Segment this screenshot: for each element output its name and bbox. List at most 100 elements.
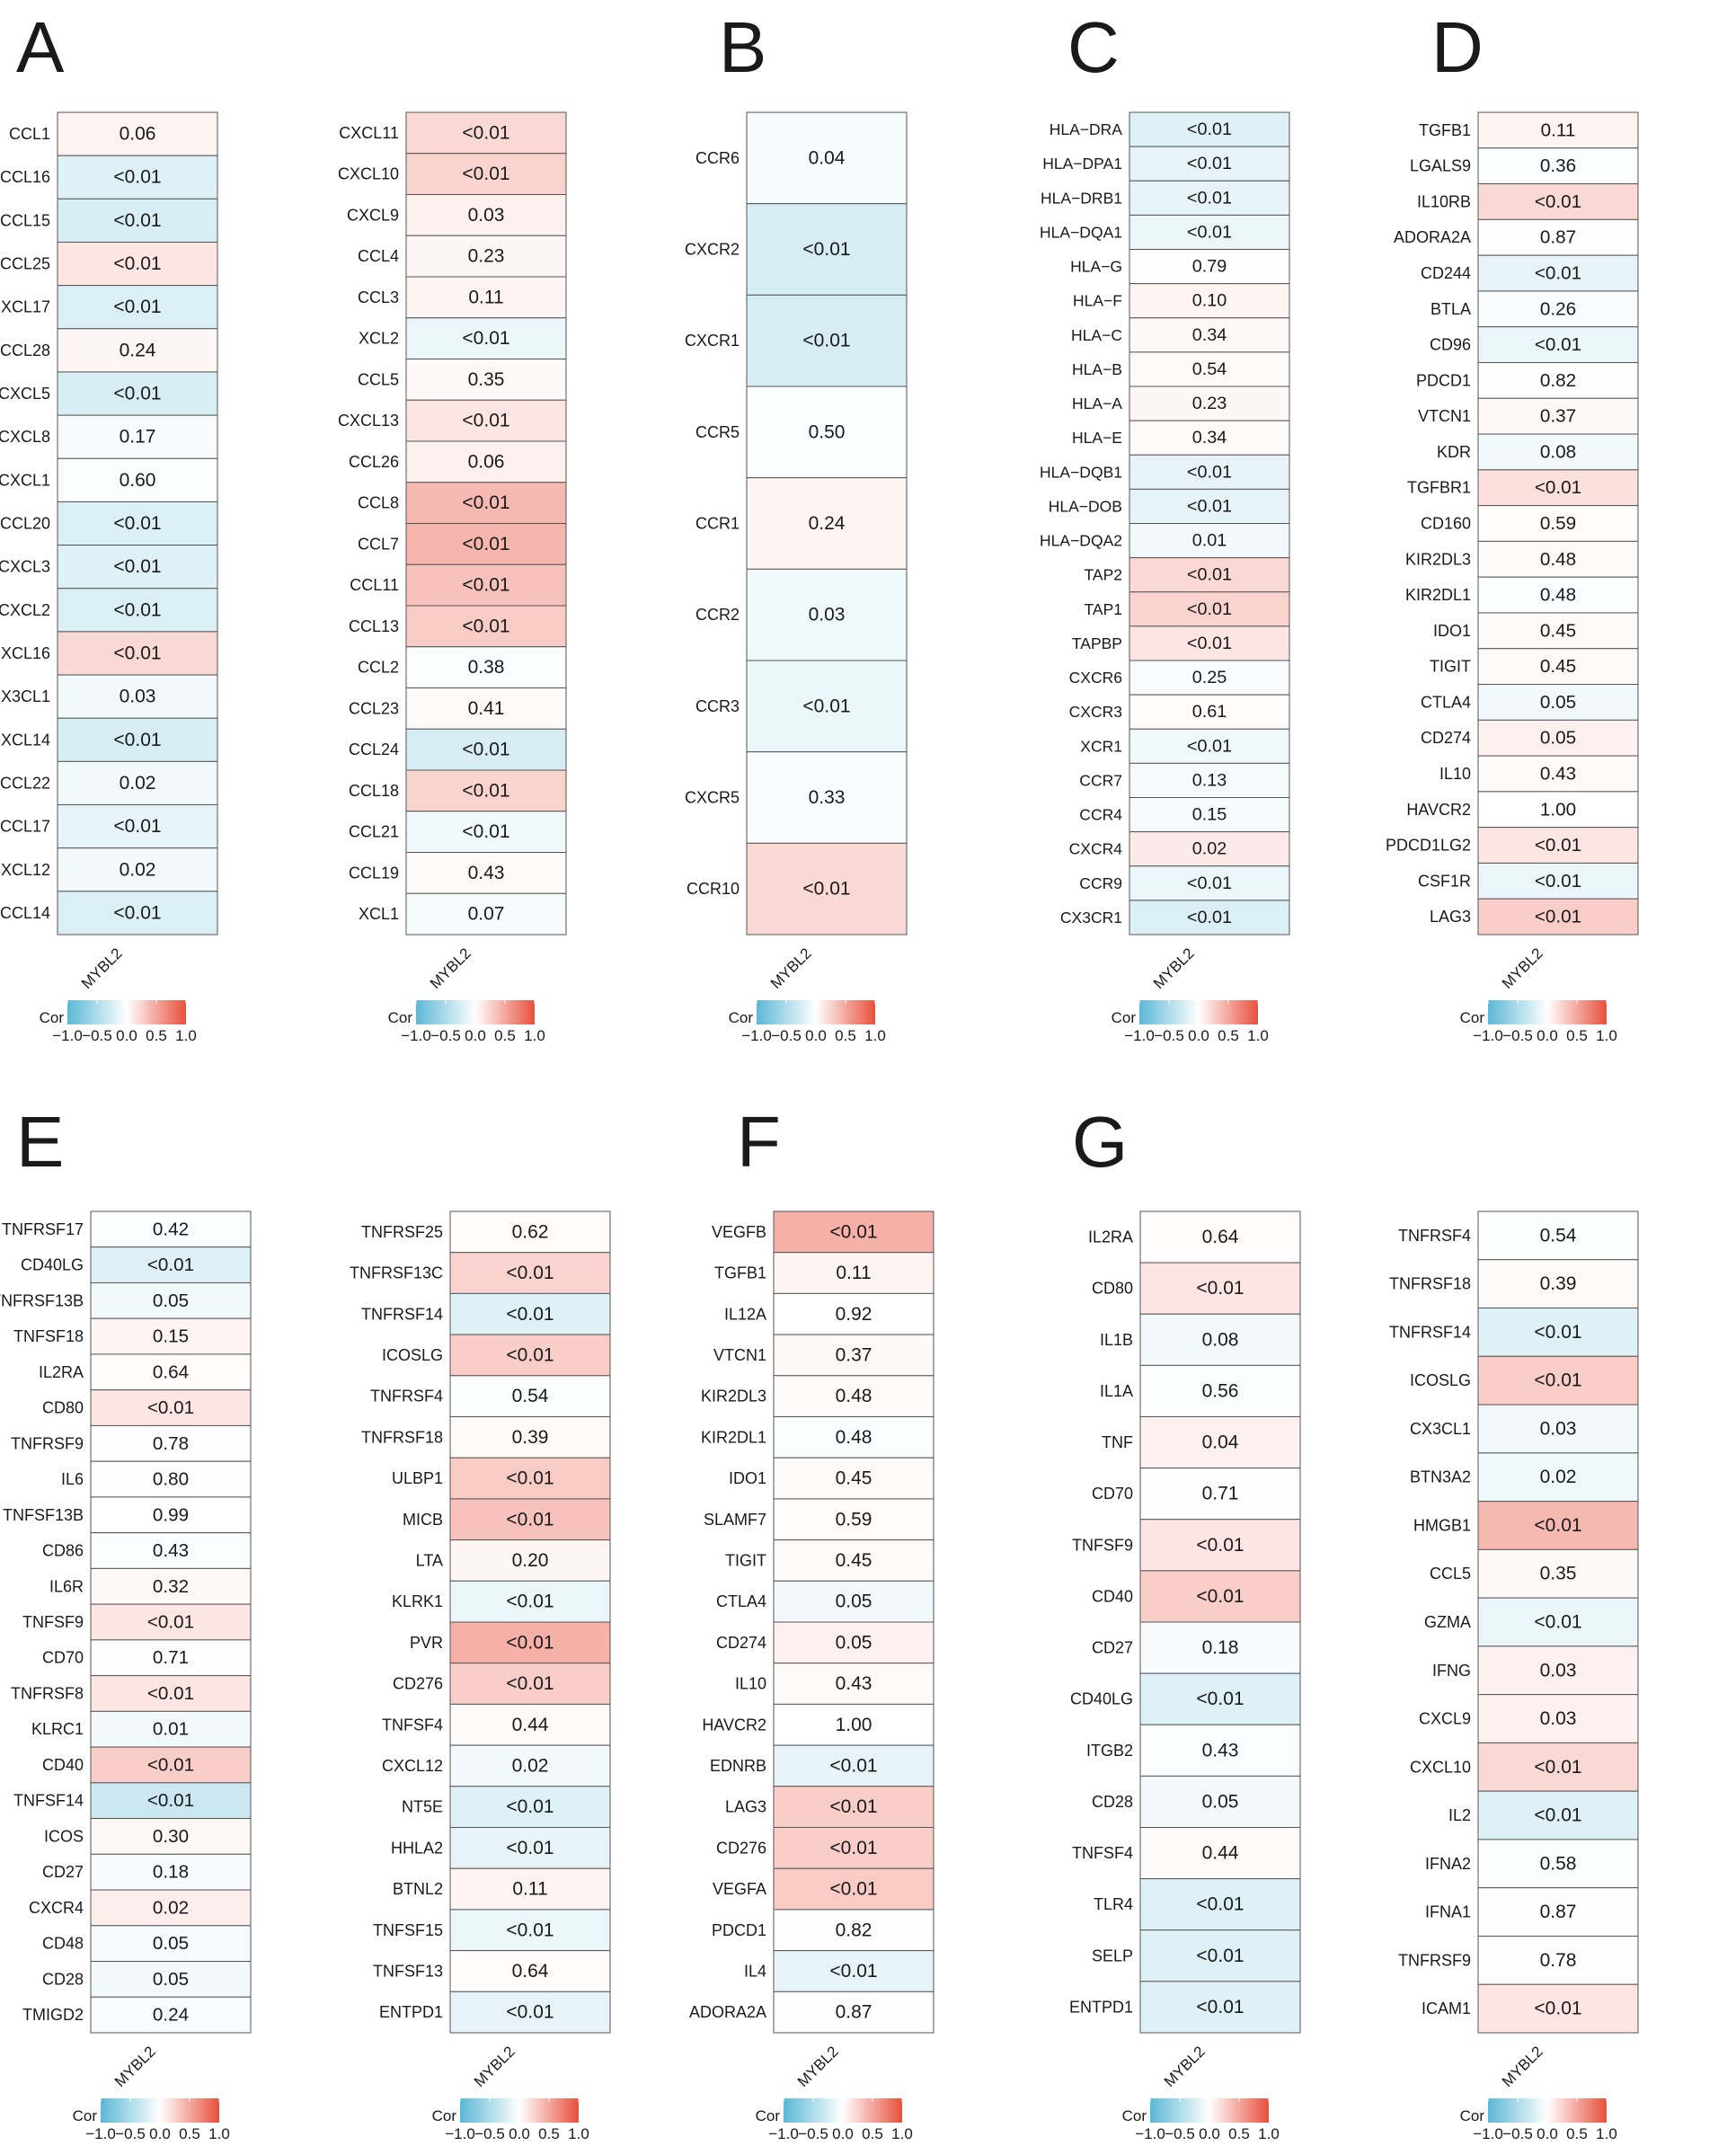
row-gene-label: BTLA — [1430, 300, 1471, 318]
heatmap-cell — [1139, 1827, 1301, 1880]
cell-pvalue-label: <0.01 — [1535, 871, 1581, 891]
cell-pvalue-label: 0.32 — [153, 1576, 189, 1597]
legend-tick-label: 1.0 — [1258, 2125, 1280, 2142]
heatmap-cell — [1129, 283, 1290, 319]
row-gene-label: CCL22 — [0, 774, 50, 792]
legend-tick-label: 0.0 — [832, 2125, 854, 2142]
cell-pvalue-label: 0.24 — [153, 2005, 189, 2026]
row-gene-label: CD40 — [1092, 1587, 1133, 1605]
row-gene-label: CXCL10 — [1410, 1758, 1471, 1776]
cell-pvalue-label: <0.01 — [829, 1755, 877, 1776]
heatmap-cell — [1477, 1259, 1639, 1309]
row-gene-label: IFNG — [1432, 1662, 1471, 1680]
cell-pvalue-label: 0.38 — [468, 657, 505, 678]
cell-pvalue-label: 0.05 — [153, 1969, 189, 1990]
cell-pvalue-label: 0.43 — [468, 863, 505, 883]
cell-pvalue-label: 0.82 — [836, 1920, 872, 1940]
heatmap-cell — [773, 1827, 934, 1869]
cell-pvalue-label: <0.01 — [802, 331, 850, 351]
legend-tick-label: 0.5 — [1566, 2125, 1588, 2142]
heatmap-cell — [1139, 1878, 1301, 1931]
row-gene-label: CTLA4 — [1421, 693, 1471, 711]
cell-pvalue-label: <0.01 — [1535, 334, 1581, 355]
legend-tick-label: 0.5 — [862, 2125, 883, 2142]
cell-pvalue-label: 0.05 — [1540, 692, 1576, 713]
panel-C: C <0.01 HLA−DRA <0.01 HLA−DPA1 <0.01 HLA−DRB1 <… — [1040, 7, 1290, 1044]
legend-tick-label: −1.0 — [1135, 2125, 1165, 2142]
heatmap-cell — [1477, 719, 1639, 757]
row-gene-label: CCL19 — [349, 864, 399, 882]
heatmap-cell — [1129, 591, 1290, 627]
heatmap-cell — [1477, 862, 1639, 900]
cell-pvalue-label: 0.07 — [468, 904, 505, 925]
panel-E1: E 0.42 TNFRSF17 <0.01 CD40LG 0.05 TNFRSF13B 0.1… — [0, 1102, 252, 2142]
heatmap-cell — [1477, 1742, 1639, 1792]
row-gene-label: KLRC1 — [31, 1720, 84, 1738]
heatmap-cell — [90, 1639, 252, 1677]
cell-pvalue-label: <0.01 — [1534, 1805, 1581, 1826]
heatmap-cell — [1139, 1981, 1301, 2034]
cell-pvalue-label: 0.48 — [836, 1427, 872, 1448]
row-gene-label: CCL2 — [358, 659, 399, 677]
cell-pvalue-label: <0.01 — [113, 167, 161, 188]
row-gene-label: GZMA — [1424, 1613, 1471, 1631]
cell-pvalue-label: 0.54 — [1540, 1225, 1577, 1246]
row-gene-label: IL1B — [1100, 1331, 1133, 1349]
heatmap-cell — [57, 414, 218, 459]
cell-pvalue-label: 0.34 — [1192, 428, 1227, 448]
row-gene-label: IL10 — [1439, 765, 1471, 783]
cell-pvalue-label: 0.02 — [1192, 839, 1227, 859]
cell-pvalue-label: 0.20 — [512, 1550, 549, 1571]
heatmap-cell — [1129, 180, 1290, 216]
color-legend: Cor−1.0 −0.5 0.0 0.5 1.0 — [73, 2098, 230, 2142]
heatmap-cell — [405, 563, 567, 607]
legend-tick-label: 0.5 — [146, 1027, 167, 1044]
row-gene-label: KIR2DL3 — [701, 1388, 766, 1406]
heatmap-cell — [90, 1710, 252, 1748]
heatmap-cell — [1129, 214, 1290, 250]
cell-pvalue-label: 0.42 — [153, 1219, 189, 1239]
row-gene-label: CD70 — [42, 1649, 84, 1667]
heatmap-cell — [57, 501, 218, 546]
cell-pvalue-label: 0.03 — [1540, 1660, 1577, 1680]
cell-pvalue-label: 0.04 — [1202, 1432, 1239, 1453]
row-gene-label: ADORA2A — [689, 2003, 766, 2021]
heatmap-cell — [449, 1744, 611, 1787]
row-gene-label: IL10RB — [1417, 192, 1471, 210]
row-gene-label: CCL1 — [9, 125, 50, 143]
cell-pvalue-label: <0.01 — [462, 740, 509, 760]
cell-pvalue-label: 0.60 — [120, 470, 156, 491]
cell-pvalue-label: <0.01 — [506, 1344, 554, 1365]
row-gene-label: MICB — [403, 1511, 443, 1529]
row-gene-label: HLA−B — [1072, 360, 1122, 378]
row-gene-label: IFNA1 — [1425, 1903, 1471, 1921]
legend-tick-label: 0.5 — [835, 1027, 856, 1044]
heatmap-cell — [1129, 797, 1290, 833]
heatmap-cell — [90, 1496, 252, 1534]
column-label: MYBL2 — [111, 2043, 159, 2090]
heatmap-cell — [405, 523, 567, 565]
heatmap-cell — [746, 111, 908, 205]
row-gene-label: CCL16 — [0, 168, 50, 186]
row-gene-label: CCL20 — [0, 515, 50, 533]
legend-tick-label: 0.0 — [116, 1027, 137, 1044]
row-gene-label: XCL2 — [359, 330, 399, 348]
cell-pvalue-label: 0.39 — [1540, 1273, 1577, 1294]
cell-pvalue-label: <0.01 — [1196, 1586, 1244, 1607]
row-gene-label: CD86 — [42, 1542, 84, 1560]
cell-pvalue-label: 0.23 — [1192, 394, 1227, 413]
cell-pvalue-label: 0.64 — [512, 1961, 549, 1982]
cell-pvalue-label: <0.01 — [506, 1304, 554, 1325]
heatmap-cell — [57, 198, 218, 243]
heatmap-cell — [449, 1252, 611, 1294]
panel-G1: G 0.64 IL2RA <0.01 CD80 0.08 IL1B 0.56 IL1A 0.04 T… — [1069, 1102, 1301, 2142]
row-gene-label: TNFRSF18 — [361, 1428, 443, 1446]
row-gene-label: LAG3 — [1430, 908, 1471, 926]
legend-tick-label: 1.0 — [175, 1027, 197, 1044]
heatmap-cell — [449, 1210, 611, 1254]
legend-gradient-bar — [460, 2098, 579, 2123]
heatmap-cell — [1477, 612, 1639, 650]
row-gene-label: CD276 — [716, 1839, 766, 1857]
heatmap-cell — [1129, 488, 1290, 524]
row-gene-label: BTNL2 — [393, 1880, 443, 1898]
